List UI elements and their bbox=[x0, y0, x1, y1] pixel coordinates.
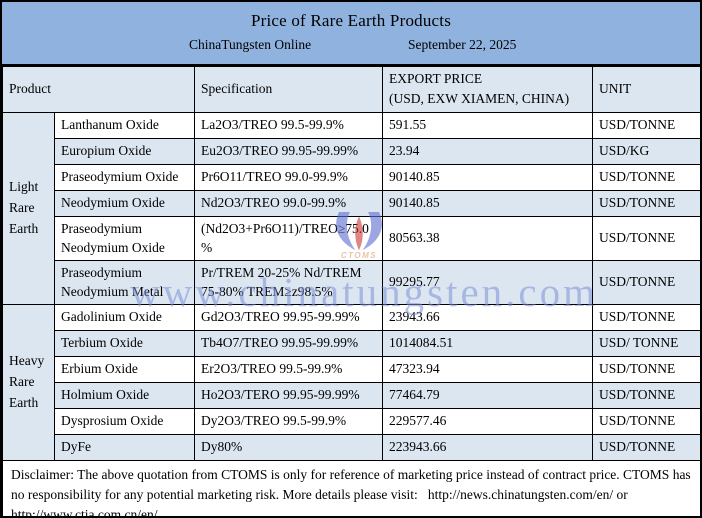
price-cell: 223943.66 bbox=[382, 433, 593, 461]
unit-cell: USD/ TONNE bbox=[592, 329, 700, 357]
price-cell: 47323.94 bbox=[382, 355, 593, 383]
spec-cell: Gd2O3/TREO 99.95-99.99% bbox=[194, 303, 383, 331]
unit-cell: USD/TONNE bbox=[592, 303, 700, 331]
unit-cell: USD/TONNE bbox=[592, 355, 700, 383]
unit-cell: USD/TONNE bbox=[592, 433, 700, 461]
table-row: Praseodymium Oxide Pr6O11/TREO 99.0-99.9… bbox=[3, 163, 700, 191]
product-cell: Lanthanum Oxide bbox=[54, 111, 195, 139]
price-cell: 591.55 bbox=[382, 111, 593, 139]
header-export-price-line1: EXPORT PRICE bbox=[389, 71, 483, 86]
price-cell: 23943.66 bbox=[382, 303, 593, 331]
unit-cell: USD/TONNE bbox=[592, 381, 700, 409]
unit-cell: USD/KG bbox=[592, 137, 700, 165]
unit-cell: USD/TONNE bbox=[592, 189, 700, 217]
unit-cell: USD/TONNE bbox=[592, 259, 700, 305]
header-unit: UNIT bbox=[592, 66, 700, 113]
table-row: Dysprosium Oxide Dy2O3/TREO 99.5-99.9% 2… bbox=[3, 407, 700, 435]
table-header-row: Product Specification EXPORT PRICE (USD,… bbox=[2, 66, 700, 113]
price-cell: 23.94 bbox=[382, 137, 593, 165]
disclaimer-row: Disclaimer: The above quotation from CTO… bbox=[2, 459, 700, 516]
page-title: Price of Rare Earth Products bbox=[250, 11, 452, 30]
unit-cell: USD/TONNE bbox=[592, 163, 700, 191]
price-cell: 77464.79 bbox=[382, 381, 593, 409]
spec-cell: Nd2O3/TREO 99.0-99.9% bbox=[194, 189, 383, 217]
price-cell: 1014084.51 bbox=[382, 329, 593, 357]
spec-cell: La2O3/TREO 99.5-99.9% bbox=[194, 111, 383, 139]
disclaimer-text: Disclaimer: The above quotation from CTO… bbox=[2, 459, 700, 516]
product-cell: Praseodymium Neodymium Oxide bbox=[54, 215, 195, 261]
spec-cell: Eu2O3/TREO 99.95-99.99% bbox=[194, 137, 383, 165]
table-row: Praseodymium Neodymium Metal Pr/TREM 20-… bbox=[3, 259, 700, 305]
product-cell: Erbium Oxide bbox=[54, 355, 195, 383]
subtitle-row: ChinaTungsten Online September 22, 2025 bbox=[2, 37, 700, 59]
price-cell: 90140.85 bbox=[382, 189, 593, 217]
product-cell: Praseodymium Oxide bbox=[54, 163, 195, 191]
header-product: Product bbox=[2, 66, 195, 113]
header-specification: Specification bbox=[194, 66, 383, 113]
price-cell: 99295.77 bbox=[382, 259, 593, 305]
spec-cell: Dy2O3/TREO 99.5-99.9% bbox=[194, 407, 383, 435]
price-cell: 90140.85 bbox=[382, 163, 593, 191]
table-row: Light Rare Earth Lanthanum Oxide La2O3/T… bbox=[2, 111, 700, 305]
table-row: Neodymium Oxide Nd2O3/TREO 99.0-99.9% 90… bbox=[3, 189, 700, 217]
spec-cell: Tb4O7/TREO 99.95-99.99% bbox=[194, 329, 383, 357]
price-table: Product Specification EXPORT PRICE (USD,… bbox=[2, 66, 700, 516]
product-cell: Neodymium Oxide bbox=[54, 189, 195, 217]
product-cell: Dysprosium Oxide bbox=[54, 407, 195, 435]
header-export-price-line2: (USD, EXW XIAMEN, CHINA) bbox=[389, 91, 570, 107]
group-light-rare-earth: Light Rare Earth bbox=[2, 111, 55, 305]
spec-cell: Dy80% bbox=[194, 433, 383, 461]
table-row: Erbium Oxide Er2O3/TREO 99.5-99.9% 47323… bbox=[3, 355, 700, 383]
product-cell: Holmium Oxide bbox=[54, 381, 195, 409]
table-row: Praseodymium Neodymium Oxide (Nd2O3+Pr6O… bbox=[3, 215, 700, 261]
spec-cell: Er2O3/TREO 99.5-99.9% bbox=[194, 355, 383, 383]
product-cell: DyFe bbox=[54, 433, 195, 461]
spec-cell: Pr6O11/TREO 99.0-99.9% bbox=[194, 163, 383, 191]
unit-cell: USD/TONNE bbox=[592, 407, 700, 435]
unit-cell: USD/TONNE bbox=[592, 111, 700, 139]
product-cell: Praseodymium Neodymium Metal bbox=[54, 259, 195, 305]
spec-cell: Pr/TREM 20-25% Nd/TREM 75-80% TREM≥z98.5… bbox=[194, 259, 383, 305]
header-export-price: EXPORT PRICE (USD, EXW XIAMEN, CHINA) bbox=[382, 66, 593, 113]
product-cell: Europium Oxide bbox=[54, 137, 195, 165]
source-label: ChinaTungsten Online bbox=[189, 37, 312, 52]
group-heavy-rare-earth: Heavy Rare Earth bbox=[2, 303, 55, 461]
spec-cell: (Nd2O3+Pr6O11)/TREO≥75.0 % bbox=[194, 215, 383, 261]
product-cell: Terbium Oxide bbox=[54, 329, 195, 357]
title-banner: Price of Rare Earth Products ChinaTungst… bbox=[2, 2, 700, 66]
table-row: DyFe Dy80% 223943.66 USD/TONNE bbox=[3, 433, 700, 461]
product-cell: Gadolinium Oxide bbox=[54, 303, 195, 331]
table-row: Holmium Oxide Ho2O3/TERO 99.95-99.99% 77… bbox=[3, 381, 700, 409]
price-cell: 229577.46 bbox=[382, 407, 593, 435]
table-row: Europium Oxide Eu2O3/TREO 99.95-99.99% 2… bbox=[3, 137, 700, 165]
spec-cell: Ho2O3/TERO 99.95-99.99% bbox=[194, 381, 383, 409]
date-label: September 22, 2025 bbox=[408, 37, 517, 52]
table-row: Heavy Rare Earth Gadolinium Oxide Gd2O3/… bbox=[2, 303, 700, 461]
price-cell: 80563.38 bbox=[382, 215, 593, 261]
unit-cell: USD/TONNE bbox=[592, 215, 700, 261]
table-row: Terbium Oxide Tb4O7/TREO 99.95-99.99% 10… bbox=[3, 329, 700, 357]
